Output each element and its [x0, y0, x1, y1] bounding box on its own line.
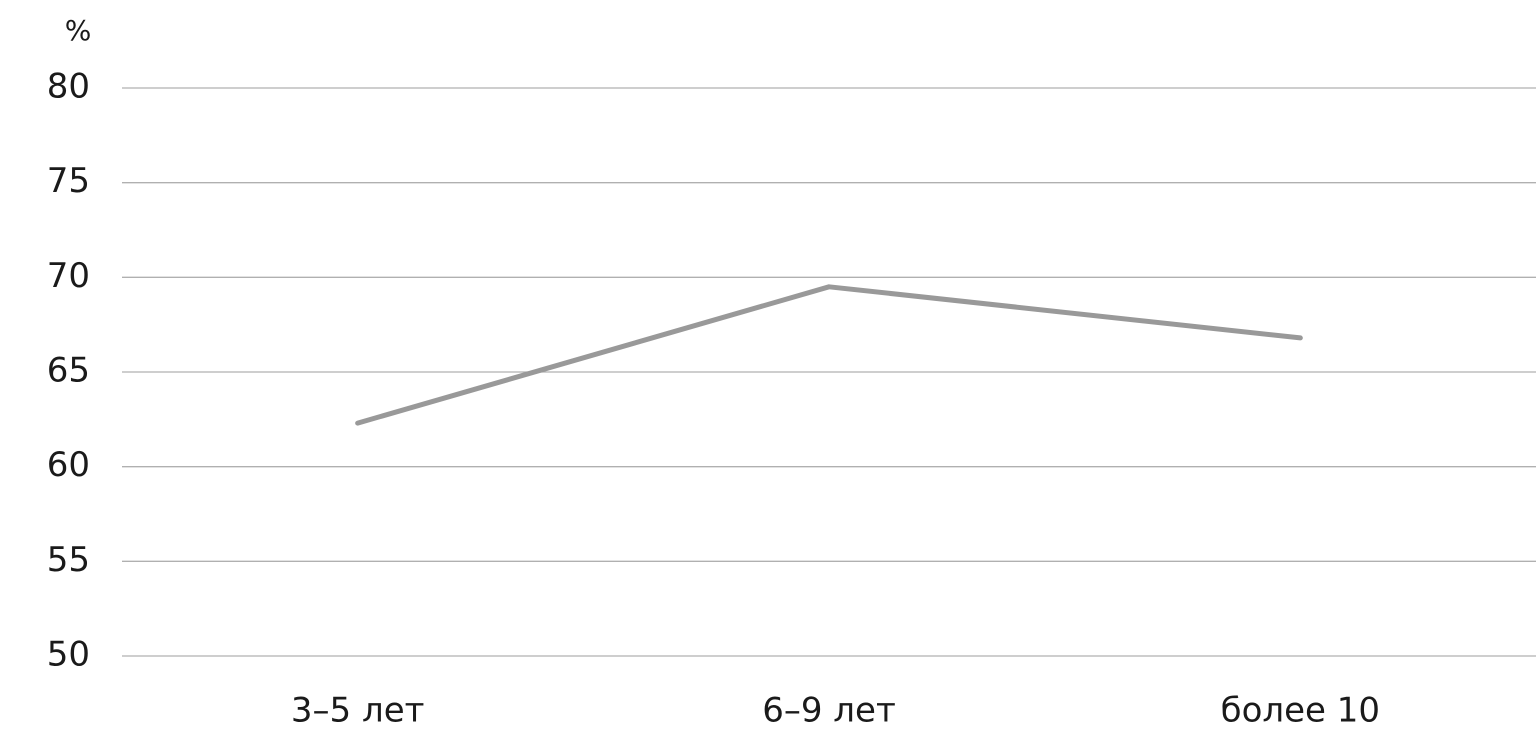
- y-tick-label: 60: [47, 445, 90, 485]
- y-tick-label: 65: [47, 351, 90, 391]
- x-tick-label: более 10: [1221, 691, 1380, 731]
- data-line: [355, 284, 1303, 426]
- y-tick-label: 70: [47, 256, 90, 296]
- y-tick-label: 75: [47, 161, 90, 201]
- y-axis-label: %: [65, 14, 92, 47]
- y-tick-label: 55: [47, 540, 90, 580]
- x-tick-label: 6–9 лет: [762, 691, 896, 731]
- y-tick-label: 50: [47, 635, 90, 675]
- y-tick-label: 80: [47, 67, 90, 107]
- x-tick-label: 3–5 лет: [291, 691, 425, 731]
